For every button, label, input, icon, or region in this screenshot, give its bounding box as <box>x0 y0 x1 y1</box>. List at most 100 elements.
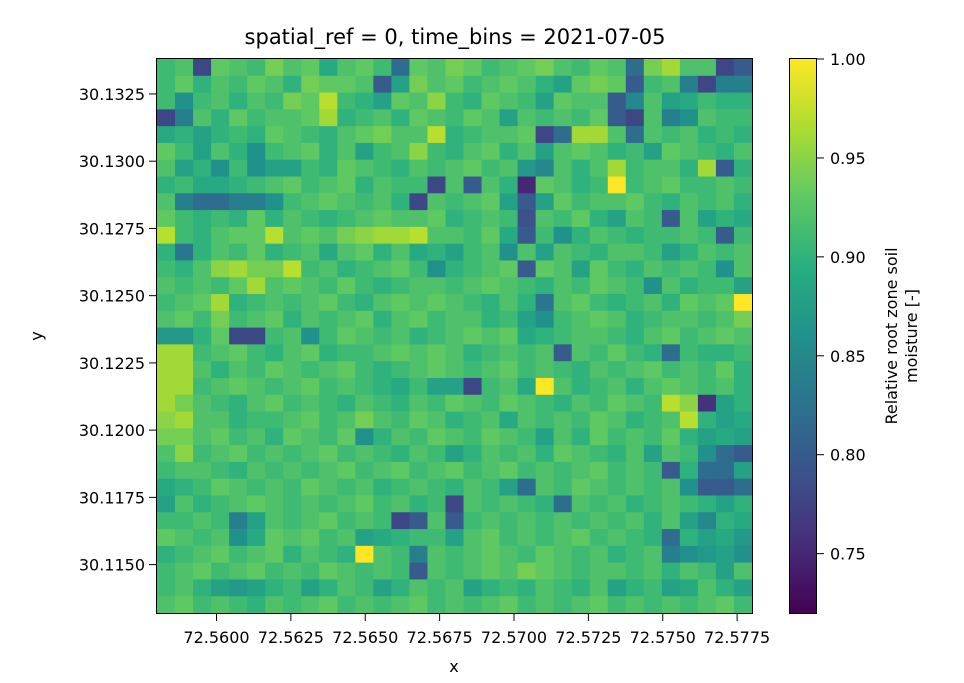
heatmap-cell <box>409 529 429 547</box>
heatmap-cell <box>499 428 519 446</box>
heatmap-cell <box>625 159 645 178</box>
heatmap-cell <box>175 461 194 480</box>
heatmap-cell <box>265 226 284 245</box>
heatmap-cell <box>445 445 465 463</box>
colorbar-tick-label: 0.75 <box>830 545 866 564</box>
heatmap-cell <box>553 142 573 161</box>
heatmap-cell <box>319 193 338 211</box>
heatmap-cell <box>427 394 447 413</box>
heatmap-cell <box>625 193 645 211</box>
heatmap-cell <box>157 176 176 194</box>
heatmap-cell <box>283 193 302 211</box>
heatmap-cell <box>247 596 266 614</box>
heatmap-cell <box>427 377 447 396</box>
heatmap-cell <box>607 159 627 178</box>
heatmap-cell <box>283 226 302 245</box>
heatmap-cell <box>211 294 230 312</box>
heatmap-cell <box>517 529 537 547</box>
heatmap-cell <box>499 142 519 161</box>
heatmap-cell <box>265 59 284 77</box>
heatmap-cell <box>499 512 519 530</box>
heatmap-cell <box>463 260 483 278</box>
heatmap-cell <box>193 361 212 379</box>
heatmap-cell <box>625 92 645 110</box>
heatmap-cell <box>337 310 356 329</box>
heatmap-cell <box>229 445 248 463</box>
heatmap-cell <box>571 176 591 194</box>
heatmap-cell <box>607 75 627 94</box>
heatmap-cell <box>157 310 176 329</box>
heatmap-cell <box>463 445 483 463</box>
heatmap-cell <box>373 277 392 295</box>
heatmap-cell <box>337 59 356 77</box>
heatmap-cell <box>661 92 681 110</box>
heatmap-cell <box>463 277 483 295</box>
heatmap-cell <box>211 59 230 77</box>
heatmap-cell <box>193 176 212 194</box>
heatmap-cell <box>157 461 176 480</box>
heatmap-cell <box>175 562 194 581</box>
heatmap-cell <box>661 243 681 262</box>
heatmap-cell <box>571 226 591 245</box>
heatmap-cell <box>355 579 374 597</box>
heatmap-cell <box>715 294 735 312</box>
heatmap-cell <box>517 327 537 345</box>
heatmap-cell <box>247 377 266 396</box>
heatmap-cell <box>337 210 356 228</box>
heatmap-cell <box>643 210 663 228</box>
heatmap-cell <box>607 176 627 194</box>
y-tick-label: 30.1175 <box>79 488 145 507</box>
heatmap-cell <box>319 579 338 597</box>
heatmap-cell <box>409 478 429 497</box>
heatmap-cell <box>301 445 320 463</box>
heatmap-cell <box>535 260 555 278</box>
heatmap-cell <box>733 327 753 345</box>
heatmap-cell <box>229 226 248 245</box>
heatmap-cell <box>679 59 699 77</box>
heatmap-cell <box>427 142 447 161</box>
heatmap-cell <box>301 361 320 379</box>
heatmap-cell <box>391 411 411 429</box>
heatmap-cell <box>607 377 627 396</box>
heatmap-cell <box>571 327 591 345</box>
heatmap-cell <box>355 92 374 110</box>
heatmap-cell <box>247 142 266 161</box>
heatmap-cell <box>265 428 284 446</box>
heatmap-cell <box>643 445 663 463</box>
heatmap-cell <box>679 243 699 262</box>
heatmap-cell <box>175 310 194 329</box>
heatmap-cell <box>481 193 501 211</box>
heatmap-cell <box>229 461 248 480</box>
heatmap-cell <box>715 344 735 362</box>
heatmap-cell <box>607 461 627 480</box>
heatmap-cell <box>247 562 266 581</box>
heatmap-cell <box>625 445 645 463</box>
heatmap-cell <box>157 92 176 110</box>
heatmap-cell <box>427 226 447 245</box>
heatmap-cell <box>715 377 735 396</box>
heatmap-cell <box>517 461 537 480</box>
heatmap-cell <box>157 126 176 144</box>
heatmap-cell <box>463 361 483 379</box>
heatmap-cell <box>283 562 302 581</box>
heatmap-cell <box>697 529 717 547</box>
heatmap-cell <box>409 596 429 614</box>
heatmap-cell <box>715 461 735 480</box>
heatmap-cell <box>499 59 519 77</box>
heatmap-cell <box>391 193 411 211</box>
heatmap-cell <box>481 478 501 497</box>
heatmap-cell <box>535 142 555 161</box>
heatmap-cell <box>337 344 356 362</box>
heatmap-cell <box>481 75 501 94</box>
heatmap-cell <box>301 126 320 144</box>
heatmap-cell <box>175 478 194 497</box>
heatmap-cell <box>157 394 176 413</box>
heatmap-cell <box>535 126 555 144</box>
heatmap-cell <box>625 478 645 497</box>
heatmap-cell <box>211 159 230 178</box>
heatmap-cell <box>247 59 266 77</box>
heatmap-cell <box>517 478 537 497</box>
heatmap-cell <box>481 377 501 396</box>
heatmap-cell <box>247 361 266 379</box>
